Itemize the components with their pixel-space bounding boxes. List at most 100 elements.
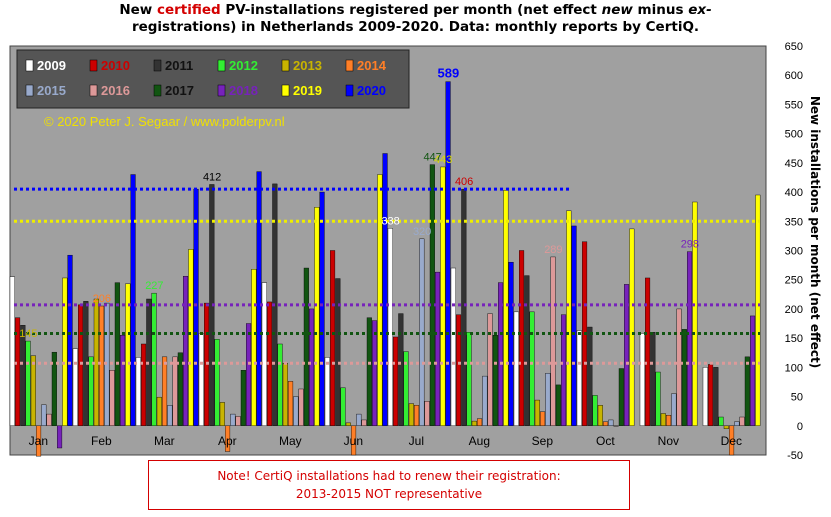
bar-2016-aug [487, 313, 493, 426]
bar-2017-nov [681, 329, 687, 426]
bar-2020-sep [571, 225, 577, 426]
note-line2: 2013-2015 NOT representative [295, 487, 483, 501]
data-label-2020-jul: 589 [438, 66, 460, 81]
bar-2014-apr [225, 425, 231, 452]
title-part1: New [119, 2, 157, 18]
legend-swatch-2017 [153, 84, 162, 97]
bar-2012-apr [214, 339, 220, 426]
x-tick-label-jun: Jun [344, 434, 363, 448]
title-line2: registrations) in Netherlands 2009-2020.… [131, 19, 700, 35]
legend-label-2020: 2020 [357, 83, 386, 98]
data-label-2012-jan: 145 [19, 328, 37, 340]
bar-2014-nov [666, 415, 672, 426]
y-tick-label: 600 [785, 70, 803, 82]
bar-2016-may [298, 388, 304, 426]
bar-2016-oct [613, 425, 619, 427]
bar-2012-sep [529, 311, 535, 426]
bar-2012-may [277, 343, 283, 426]
bar-2015-dec [734, 421, 740, 426]
y-tick-label: 150 [785, 333, 803, 345]
legend: 2009 2010 2011 2012 2013 2014 2015 2016 2017 2018… [16, 49, 410, 109]
bar-2010-aug [456, 314, 462, 426]
y-tick-label: 50 [791, 392, 803, 404]
bar-2015-nov [671, 393, 677, 426]
bar-2019-mar [188, 249, 194, 426]
data-label-2014-feb: 206 [93, 293, 111, 305]
bar-2014-mar [162, 356, 168, 426]
x-tick-labels-group: Jan Feb Mar Apr May Jun Jul Aug Sep Oct Nov Dec [29, 434, 742, 448]
bar-2012-feb [88, 356, 94, 426]
title-highlight: certified [156, 2, 221, 18]
title-italic1: new [601, 2, 633, 18]
bar-2010-nov [645, 277, 651, 426]
legend-label-2014: 2014 [357, 58, 387, 73]
bar-2016-nov [676, 308, 682, 426]
bar-2017-sep [555, 384, 561, 426]
bar-2015-jan [41, 404, 47, 426]
bar-2009-apr [198, 333, 204, 426]
bar-2011-sep [524, 275, 530, 426]
copyright-text: © 2020 Peter J. Segaar / www.polderpv.nl [44, 114, 285, 129]
bar-2020-jul [445, 81, 451, 426]
legend-label-2016: 2016 [101, 83, 130, 98]
y-tick-labels-group: -50 0 50 100 150 200 250 300 350 400 450 500 550 600 6… [785, 41, 803, 462]
y-tick-label: 400 [785, 187, 803, 199]
y-tick-label: 350 [785, 216, 803, 228]
bar-2017-jul [429, 164, 435, 426]
y-tick-label: -50 [787, 450, 803, 462]
legend-label-2013: 2013 [293, 58, 322, 73]
bar-2009-jun [324, 357, 330, 426]
bar-2016-jan [46, 413, 52, 426]
bar-2020-may [319, 191, 325, 426]
bar-2016-apr [235, 416, 241, 426]
bar-2018-aug [498, 282, 504, 426]
bar-2018-sep [561, 314, 567, 426]
bar-2009-jul [387, 228, 393, 426]
bar-2019-jan [62, 277, 68, 426]
bar-2014-jan [36, 425, 42, 457]
y-axis-title: New installations per month (net effect) [808, 96, 822, 368]
legend-label-2019: 2019 [293, 83, 322, 98]
bar-2018-mar [183, 276, 189, 426]
bar-2010-jul [393, 336, 399, 426]
legend-swatch-2019 [281, 84, 290, 97]
bar-2010-mar [141, 343, 147, 426]
bar-2011-jun [335, 278, 341, 426]
bar-2018-apr [246, 323, 252, 426]
bar-2012-jan [25, 340, 31, 426]
data-label-2015-jul: 320 [413, 226, 431, 238]
data-label-2016-sep: 289 [544, 244, 562, 256]
bar-2018-may [309, 308, 315, 426]
bar-2013-jul [408, 403, 414, 426]
y-tick-label: 550 [785, 99, 803, 111]
bar-2015-apr [230, 413, 236, 426]
legend-swatch-2010 [89, 59, 98, 72]
y-tick-label: 450 [785, 158, 803, 170]
x-tick-label-sep: Sep [532, 434, 554, 448]
bar-2015-mar [167, 405, 173, 426]
legend-label-2018: 2018 [229, 83, 258, 98]
bar-2019-sep [566, 210, 572, 426]
bar-2014-jun [351, 425, 357, 456]
note-box: Note! CertiQ installations had to renew … [148, 460, 630, 510]
x-tick-label-oct: Oct [596, 434, 615, 448]
bar-2016-jul [424, 401, 430, 426]
x-tick-label-dec: Dec [721, 434, 742, 448]
bar-2016-jun [361, 419, 367, 426]
bar-2013-mar [156, 396, 162, 426]
x-tick-label-nov: Nov [658, 434, 679, 448]
data-label-2012-mar: 227 [145, 280, 163, 292]
bar-2013-dec [723, 425, 729, 429]
bar-2014-dec [729, 425, 735, 456]
bar-2013-nov [660, 413, 666, 426]
bar-2018-jul [435, 271, 441, 426]
bar-2016-sep [550, 256, 556, 426]
legend-swatch-2009 [25, 59, 34, 72]
x-tick-label-jan: Jan [29, 434, 48, 448]
bar-2015-jun [356, 413, 362, 426]
legend-label-2015: 2015 [37, 83, 66, 98]
bar-2016-dec [739, 416, 745, 426]
x-tick-label-aug: Aug [469, 434, 490, 448]
legend-label-2011: 2011 [165, 58, 193, 73]
bar-2020-jan [67, 254, 73, 426]
